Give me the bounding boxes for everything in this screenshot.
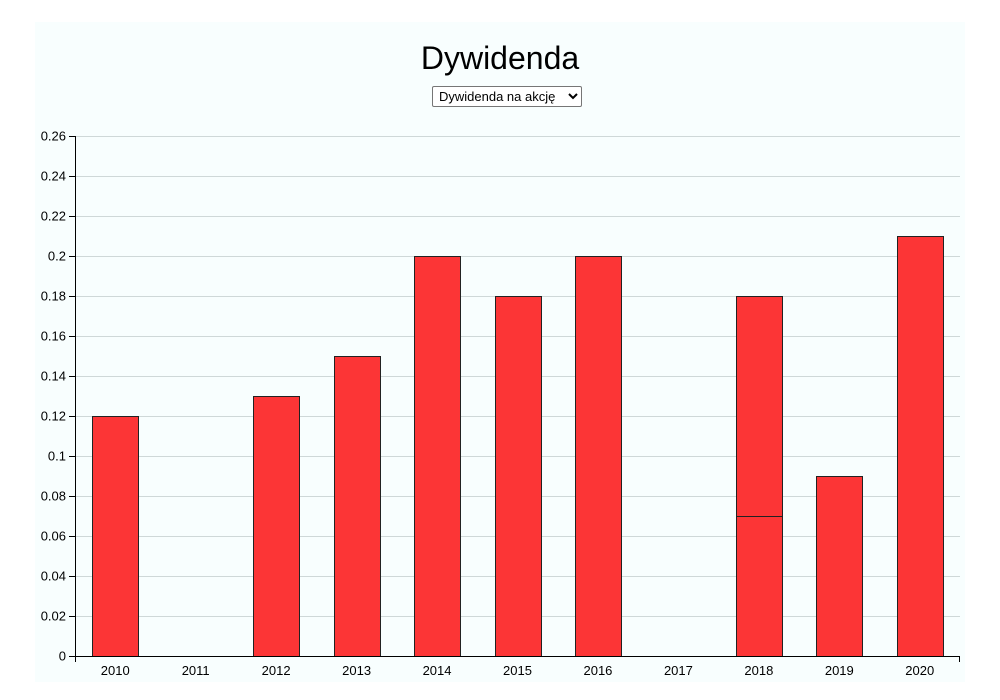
bar-2014 <box>414 256 461 657</box>
x-tick-label: 2012 <box>262 663 291 678</box>
bar-2015 <box>495 296 542 657</box>
x-tick-label: 2016 <box>583 663 612 678</box>
x-tick-label: 2010 <box>101 663 130 678</box>
x-tick-label: 2019 <box>825 663 854 678</box>
x-tick-label: 2011 <box>182 663 210 678</box>
y-tick-label: 0.24 <box>41 169 66 184</box>
y-tick-label: 0.2 <box>48 249 66 264</box>
x-tick-label: 2014 <box>423 663 452 678</box>
x-tick-label: 2018 <box>744 663 773 678</box>
y-tick-label: 0.04 <box>41 569 66 584</box>
bar-2013 <box>334 356 381 657</box>
y-tick-label: 0.06 <box>41 529 66 544</box>
y-tick-label: 0.12 <box>41 409 66 424</box>
x-tick-label: 2015 <box>503 663 532 678</box>
metric-select[interactable]: Dywidenda na akcję <box>432 86 582 107</box>
x-tick-label: 2017 <box>664 663 693 678</box>
bar-2019 <box>816 476 863 657</box>
bar-2016 <box>575 256 622 657</box>
bar-2018 <box>736 296 783 517</box>
bar-2020 <box>897 236 944 657</box>
bar-2018 <box>736 516 783 657</box>
x-tick-label: 2013 <box>342 663 371 678</box>
y-tick-label: 0.08 <box>41 489 66 504</box>
bar-2010 <box>92 416 139 657</box>
y-tick-label: 0.18 <box>41 289 66 304</box>
bar-2012 <box>253 396 300 657</box>
y-tick-label: 0.26 <box>41 129 66 144</box>
y-tick-label: 0.1 <box>48 449 66 464</box>
chart-title: Dywidenda <box>420 40 580 76</box>
y-tick-label: 0.14 <box>41 369 66 384</box>
x-tick-label: 2020 <box>905 663 934 678</box>
y-tick-label: 0.02 <box>41 609 66 624</box>
y-tick-label: 0 <box>59 649 66 664</box>
y-tick-label: 0.22 <box>41 209 66 224</box>
y-tick-label: 0.16 <box>41 329 66 344</box>
